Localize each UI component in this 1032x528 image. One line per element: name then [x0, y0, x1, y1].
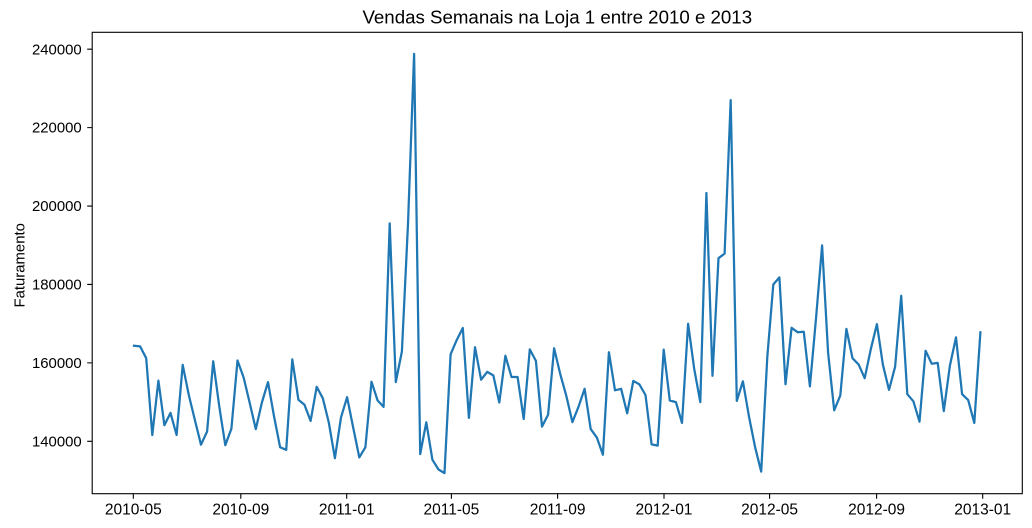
svg-text:160000: 160000: [32, 356, 82, 372]
svg-text:200000: 200000: [32, 199, 82, 215]
svg-text:2013-01: 2013-01: [954, 502, 1011, 519]
svg-text:2012-01: 2012-01: [636, 502, 693, 519]
svg-text:180000: 180000: [32, 278, 82, 294]
svg-text:240000: 240000: [32, 42, 82, 58]
svg-text:2012-05: 2012-05: [741, 502, 798, 519]
svg-text:Vendas Semanais na Loja 1 entr: Vendas Semanais na Loja 1 entre 2010 e 2…: [362, 7, 752, 28]
svg-text:2011-01: 2011-01: [319, 502, 375, 519]
svg-text:2012-09: 2012-09: [848, 502, 905, 519]
svg-text:2010-09: 2010-09: [212, 502, 269, 519]
svg-text:Faturamento: Faturamento: [13, 223, 29, 307]
svg-text:2011-09: 2011-09: [530, 502, 586, 519]
svg-text:2010-05: 2010-05: [105, 502, 162, 519]
svg-text:140000: 140000: [32, 434, 82, 450]
svg-text:220000: 220000: [32, 121, 82, 137]
svg-text:2011-05: 2011-05: [424, 502, 480, 519]
